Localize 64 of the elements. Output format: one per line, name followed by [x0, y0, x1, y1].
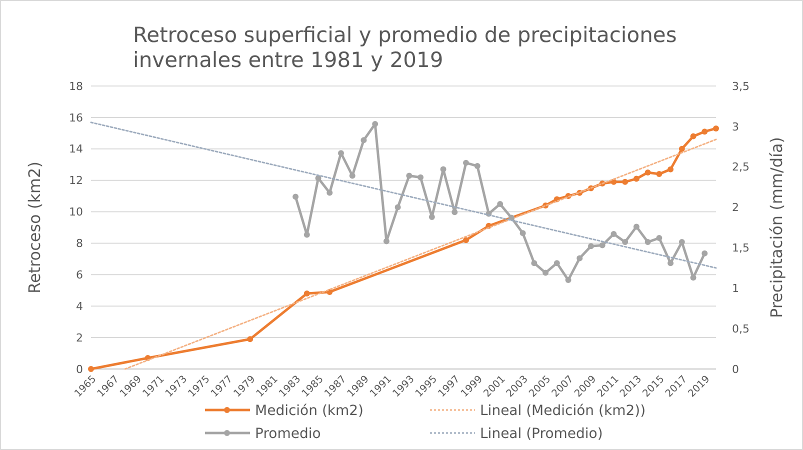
point [542, 270, 549, 276]
point [644, 169, 651, 176]
legend-label: Lineal (Medición (km2)) [480, 402, 646, 419]
point [360, 137, 367, 144]
y-tick-label: 12 [69, 174, 83, 188]
point [633, 176, 640, 182]
point [452, 209, 458, 216]
y2-tick-label: 0 [732, 362, 739, 376]
point [690, 133, 696, 140]
point [463, 237, 469, 244]
point [531, 260, 538, 266]
y2-tick-label: 2 [732, 201, 739, 214]
point [554, 260, 560, 266]
point [599, 242, 606, 248]
point [702, 250, 708, 256]
y-tick-label: 14 [69, 142, 83, 156]
y-tick-label: 16 [69, 111, 83, 124]
point [644, 239, 651, 246]
point [520, 230, 526, 236]
y-tick-label: 10 [69, 206, 83, 219]
point [418, 174, 424, 180]
point [497, 201, 504, 208]
point [565, 277, 572, 284]
point [88, 366, 94, 372]
point [463, 160, 469, 166]
y2-axis-title: Precipitación (mm/día) [767, 136, 786, 318]
y-tick-label: 0 [76, 362, 83, 376]
point [656, 171, 662, 178]
chart-title: Retroceso superficial y promedio de precipitaciones invernales entre 1981 y 2019 [133, 23, 677, 72]
y-axis-title: Retroceso (km2) [25, 162, 44, 294]
point [633, 224, 640, 230]
y2-tick-label: 1,5 [732, 242, 750, 255]
legend-label: Medición (km2) [255, 402, 364, 419]
point [247, 336, 254, 342]
y-tick-label: 8 [76, 237, 83, 250]
point [588, 243, 594, 250]
point [668, 166, 674, 172]
y2-tick-label: 1 [732, 282, 739, 295]
y-tick-label: 2 [76, 331, 83, 344]
point [656, 235, 662, 242]
point [304, 290, 310, 297]
point [622, 239, 628, 246]
y-tick-label: 6 [76, 268, 83, 282]
y2-tick-label: 0,5 [732, 322, 750, 336]
point [622, 178, 628, 185]
point [702, 128, 708, 135]
point [304, 232, 310, 238]
y2-tick-label: 2,5 [732, 160, 750, 174]
y2-tick-label: 3 [732, 120, 739, 134]
point [610, 230, 617, 237]
legend-label: Promedio [255, 426, 321, 442]
y-tick-label: 4 [76, 300, 83, 313]
point [326, 190, 333, 196]
point [292, 194, 299, 200]
point [678, 146, 685, 152]
point [383, 238, 390, 244]
point [394, 204, 401, 210]
point [474, 163, 480, 170]
y-tick-label: 18 [69, 80, 83, 93]
y2-tick-label: 3,5 [732, 80, 750, 93]
point [713, 125, 719, 132]
point [406, 172, 412, 179]
point [576, 255, 583, 262]
legend-label: Lineal (Promedio) [480, 426, 603, 442]
